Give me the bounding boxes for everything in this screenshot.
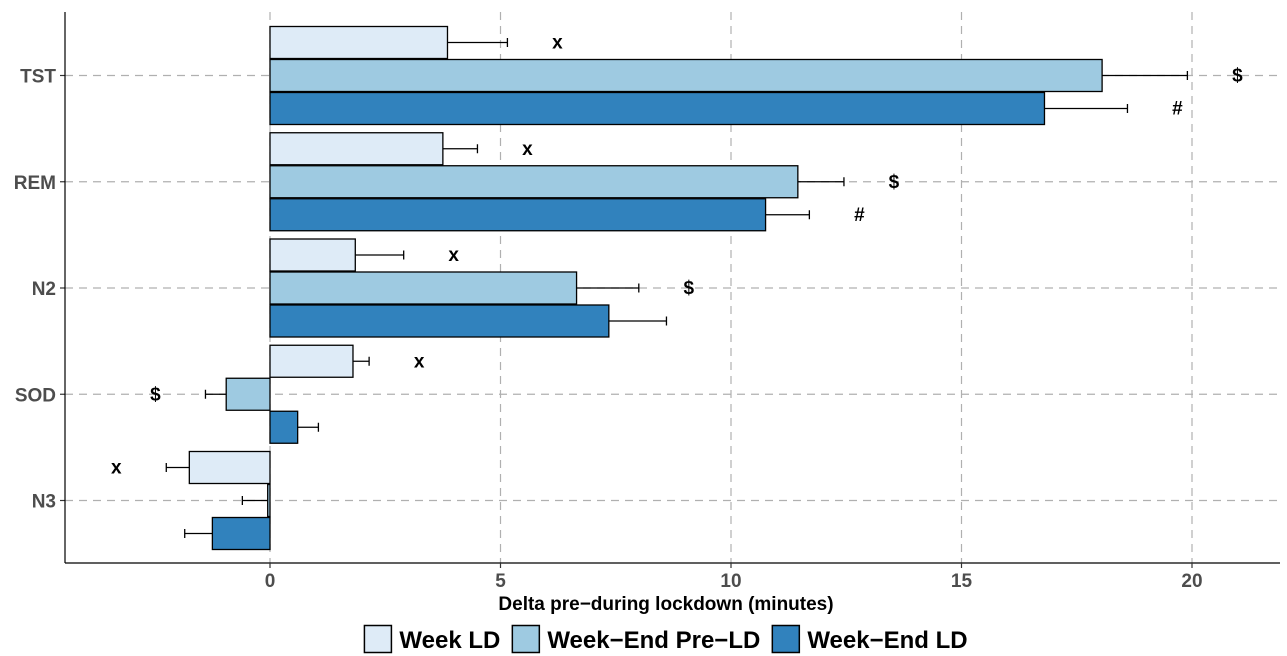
tick-labels: TST REM N2 SOD N3 0 5 10 15 20 <box>14 67 1203 593</box>
bar <box>267 483 271 518</box>
y-tick-label: REM <box>14 173 56 194</box>
y-tick-label: TST <box>20 67 56 88</box>
legend-swatch <box>771 624 801 654</box>
y-tick-label: N2 <box>32 279 56 300</box>
bar <box>269 91 1046 126</box>
y-tick-label: N3 <box>32 492 56 513</box>
significance-marker: x <box>448 245 459 266</box>
bar <box>225 377 271 411</box>
bars <box>165 25 1189 551</box>
bar <box>269 410 299 444</box>
significance-marker: $ <box>889 172 900 193</box>
bar <box>269 165 799 199</box>
bar <box>211 516 271 551</box>
bar <box>269 271 578 305</box>
x-tick-label: 0 <box>265 571 276 592</box>
significance-marker: x <box>522 139 533 160</box>
x-axis-title: Delta pre−during lockdown (minutes) <box>498 594 833 615</box>
x-tick-label: 10 <box>720 571 741 592</box>
significance-marker: $ <box>684 278 695 299</box>
significance-marker: $ <box>1232 66 1243 87</box>
bar <box>269 198 767 232</box>
x-tick-label: 20 <box>1181 571 1202 592</box>
legend-label: Week−End Pre−LD <box>547 627 760 654</box>
x-tick-label: 5 <box>495 571 506 592</box>
bar <box>188 450 271 485</box>
bar <box>269 304 610 338</box>
significance-marker: x <box>552 33 563 54</box>
legend-swatch <box>511 624 541 654</box>
legend: Week LD Week−End Pre−LD Week−End LD <box>363 624 968 654</box>
axes <box>60 12 1280 568</box>
significance-marker: # <box>1172 99 1183 120</box>
legend-label: Week−End LD <box>807 627 967 654</box>
significance-marker: # <box>854 205 865 226</box>
legend-swatch <box>363 624 393 654</box>
bar <box>269 238 356 272</box>
y-tick-label: SOD <box>15 385 56 406</box>
significance-marker: x <box>414 351 425 372</box>
bar <box>269 344 354 378</box>
bar <box>269 25 449 60</box>
significance-marker: x <box>111 458 122 479</box>
bar <box>269 132 444 166</box>
legend-label: Week LD <box>399 627 500 654</box>
x-tick-label: 15 <box>951 571 973 592</box>
significance-marker: $ <box>150 384 161 405</box>
bar <box>269 58 1103 93</box>
annotations: x $ # x $ # x $ x $ x <box>111 33 1243 479</box>
